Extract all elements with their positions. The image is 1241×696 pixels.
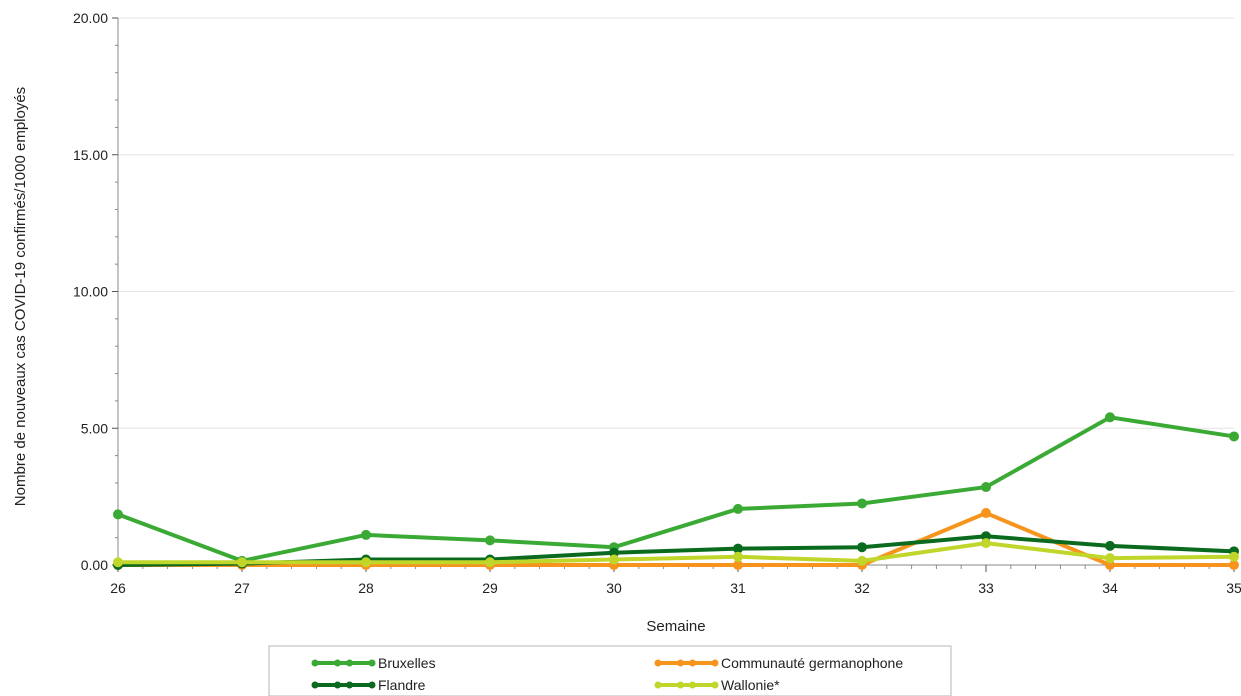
legend-swatch-marker [368, 681, 376, 689]
x-axis-title: Semaine [646, 618, 705, 635]
legend-swatch-marker [677, 659, 684, 667]
data-point [981, 538, 991, 549]
x-tick-label: 26 [110, 580, 126, 596]
data-point [733, 551, 743, 562]
legend-swatch-marker [368, 659, 376, 667]
y-tick-label: 10.00 [73, 284, 108, 300]
data-point [1105, 540, 1115, 551]
legend-swatch-marker [311, 659, 319, 667]
data-point [113, 509, 123, 520]
legend-swatch-marker [654, 659, 662, 667]
legend-swatch-marker [334, 659, 341, 667]
data-point [857, 542, 867, 553]
data-point [485, 557, 495, 568]
axes [112, 17, 1235, 572]
y-axis-title: Nombre de nouveaux cas COVID-19 confirmé… [12, 87, 29, 506]
data-point [361, 529, 371, 540]
series-line-1 [116, 415, 1236, 563]
data-point [1105, 553, 1115, 564]
data-point [981, 482, 991, 493]
y-tick-label: 0.00 [81, 557, 108, 573]
y-tick-label: 15.00 [73, 147, 108, 163]
legend-swatch-marker [689, 681, 696, 689]
series-lines [113, 412, 1239, 570]
data-point [609, 547, 619, 558]
legend-swatch-marker [334, 681, 341, 689]
legend-swatch-marker [654, 681, 662, 689]
data-point [1105, 560, 1115, 570]
gridlines [118, 17, 1234, 429]
x-tick-label: 34 [1102, 580, 1118, 596]
legend-label: Bruxelles [378, 655, 436, 671]
data-point [981, 508, 991, 519]
x-tick-label: 33 [978, 580, 994, 596]
x-tick-label: 27 [234, 580, 250, 596]
tick-labels: 0.00 5.00 10.00 15.00 20.00 26 27 28 29 30 31 32 33 3… [73, 10, 1241, 596]
x-tick-label: 28 [358, 580, 374, 596]
data-point [361, 557, 371, 568]
data-point [237, 557, 247, 568]
legend-label: Communauté germanophone [721, 655, 903, 671]
data-point [1229, 551, 1239, 562]
legend-label: Flandre [378, 677, 426, 693]
data-point [113, 557, 123, 568]
data-point [981, 531, 991, 542]
data-point [485, 535, 495, 546]
series-line-2 [116, 511, 1236, 567]
legend-swatch-marker [711, 681, 719, 689]
series-line-4 [116, 541, 1236, 565]
data-point [1229, 560, 1239, 570]
data-point [1105, 412, 1115, 423]
data-point [857, 555, 867, 566]
data-point [1229, 431, 1239, 442]
data-point [857, 498, 867, 509]
legend-swatch-marker [677, 681, 684, 689]
legend-swatch-marker [711, 659, 719, 667]
y-tick-label: 5.00 [81, 420, 108, 436]
data-point [733, 503, 743, 514]
legend-swatch-marker [346, 659, 353, 667]
x-tick-label: 29 [482, 580, 498, 596]
legend-swatch-marker [311, 681, 319, 689]
data-point [733, 560, 743, 570]
legend-label: Wallonie* [721, 677, 780, 693]
y-tick-label: 20.00 [73, 10, 108, 26]
legend-swatch-marker [689, 659, 696, 667]
legend-box [268, 645, 952, 696]
data-point [609, 554, 619, 565]
x-tick-label: 32 [854, 580, 870, 596]
x-tick-label: 30 [606, 580, 622, 596]
x-tick-label: 31 [730, 580, 746, 596]
x-tick-label: 35 [1226, 580, 1241, 596]
legend-swatch-marker [346, 681, 353, 689]
legend: Bruxelles Communauté germanophone Flandre W… [268, 645, 952, 696]
data-point [733, 543, 743, 554]
